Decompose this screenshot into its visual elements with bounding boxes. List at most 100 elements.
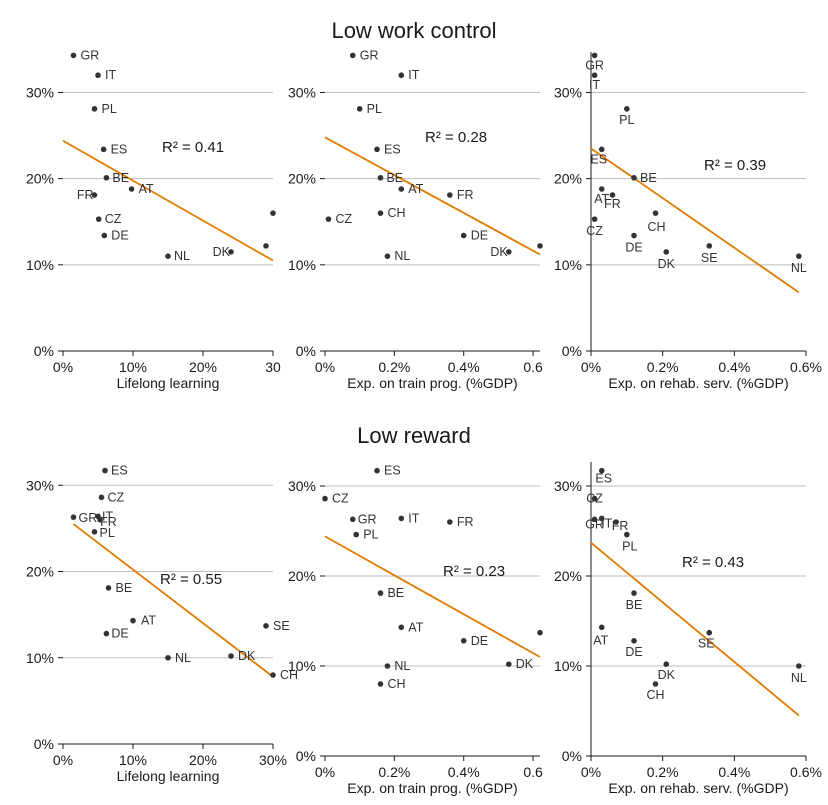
data-point [165, 654, 171, 661]
y-tick-label: 10% [554, 658, 582, 674]
point-label: DK [213, 245, 231, 259]
point-label: IT [601, 516, 612, 530]
point-label: CZ [586, 492, 603, 506]
data-point [624, 106, 630, 112]
y-tick-label: 20% [288, 568, 316, 584]
data-point [322, 495, 328, 502]
regression-line [590, 147, 800, 294]
x-axis-label: Exp. on rehab. serv. (%GDP) [608, 780, 788, 796]
y-tick-label: 30% [26, 84, 54, 100]
regression-line [62, 139, 274, 262]
data-point [95, 72, 101, 79]
x-axis-label: Exp. on rehab. serv. (%GDP) [608, 375, 788, 391]
point-label: DE [111, 627, 128, 641]
data-point [663, 249, 670, 255]
x-tick-label: 30 [265, 359, 281, 375]
point-label: CH [648, 220, 666, 234]
y-tick-label: 20% [288, 171, 316, 187]
point-label: PL [619, 113, 634, 127]
data-point [652, 210, 659, 216]
point-label: AT [141, 614, 156, 628]
point-label: ES [111, 464, 128, 478]
x-tick-label: 0.6% [790, 359, 822, 375]
y-tick-label: 30% [288, 478, 316, 494]
point-label: DE [471, 229, 488, 243]
y-tick-label: 0% [296, 343, 316, 359]
r-squared-label: R² = 0.28 [425, 129, 487, 146]
data-point [91, 529, 98, 535]
y-tick-label: 10% [26, 257, 54, 273]
y-tick-label: 0% [34, 736, 54, 752]
r-squared-label: R² = 0.39 [704, 157, 766, 174]
point-label: PL [102, 102, 117, 116]
data-point [663, 661, 670, 667]
x-tick-label: 0% [315, 764, 335, 780]
r-squared-label: R² = 0.41 [162, 139, 224, 156]
data-point [349, 52, 356, 59]
y-tick-label: 20% [26, 171, 54, 187]
data-point [591, 516, 598, 523]
row-title-low-work-control: Low work control [331, 18, 496, 43]
data-point [609, 192, 616, 198]
point-label: DE [471, 634, 488, 648]
data-point [356, 106, 363, 112]
point-label: NL [174, 249, 190, 263]
data-point [70, 52, 77, 59]
regression-line [590, 542, 800, 717]
x-axis-label: Exp. on train prog. (%GDP) [347, 780, 517, 796]
data-point [598, 515, 605, 522]
point-label: SE [701, 251, 718, 265]
point-label: FR [604, 197, 621, 211]
point-label: AT [594, 192, 609, 206]
point-label: PL [100, 526, 115, 540]
y-tick-label: 30% [554, 478, 582, 494]
x-axis-label: Exp. on train prog. (%GDP) [347, 375, 517, 391]
scatter-panel: 0% 10% 20% 30% 0% 0.2% 0.4% 0.6 Exp. on train pr… [288, 48, 543, 391]
data-point [598, 186, 605, 192]
point-label: IT [589, 78, 600, 92]
data-point [598, 624, 605, 631]
point-label: NL [175, 651, 191, 665]
x-tick-label: 20% [189, 359, 217, 375]
point-label: SE [273, 619, 290, 633]
point-label: NL [791, 671, 807, 685]
x-tick-label: 0.2% [647, 764, 679, 780]
scatter-panel: 0% 10% 20% 30% 0% 0.2% 0.4% 0.6 Exp. on train pr… [288, 464, 543, 796]
scatter-panel: 0% 10% 20% 30% 0% 10% 20% 30% Lifelong learning R… [26, 464, 298, 784]
point-label: DK [658, 668, 676, 682]
point-label: CZ [335, 212, 352, 226]
x-axis-label: Lifelong learning [117, 768, 220, 784]
data-point [377, 681, 384, 687]
x-tick-label: 0.6% [790, 764, 822, 780]
point-label: DK [238, 649, 256, 663]
scatter-panel: 0% 10% 20% 30% 0% 10% 20% 30 Lifelong learning R²… [26, 48, 281, 391]
x-tick-label: 0.4% [718, 764, 750, 780]
x-tick-label: 10% [119, 359, 147, 375]
x-tick-label: 0.2% [378, 359, 410, 375]
data-point [349, 516, 356, 523]
data-point [624, 531, 630, 538]
data-point [447, 192, 453, 198]
data-point [537, 629, 543, 636]
point-label: DK [516, 657, 534, 671]
data-point [105, 585, 112, 591]
data-point [128, 186, 135, 192]
data-point [505, 249, 512, 255]
data-point [377, 174, 384, 181]
regression-line [72, 523, 274, 678]
x-tick-label: 0.2% [378, 764, 410, 780]
data-point [384, 253, 391, 260]
point-label: ES [111, 142, 128, 156]
point-label: BE [640, 171, 657, 185]
x-tick-label: 0.4% [448, 764, 480, 780]
data-point [706, 243, 713, 249]
point-label: DE [625, 645, 642, 659]
point-label: CZ [332, 492, 349, 506]
data-point [130, 617, 136, 624]
point-label: CZ [105, 212, 122, 226]
y-tick-label: 20% [554, 568, 582, 584]
data-point [165, 253, 171, 260]
point-label: GR [585, 58, 604, 72]
regression-line [324, 535, 541, 658]
